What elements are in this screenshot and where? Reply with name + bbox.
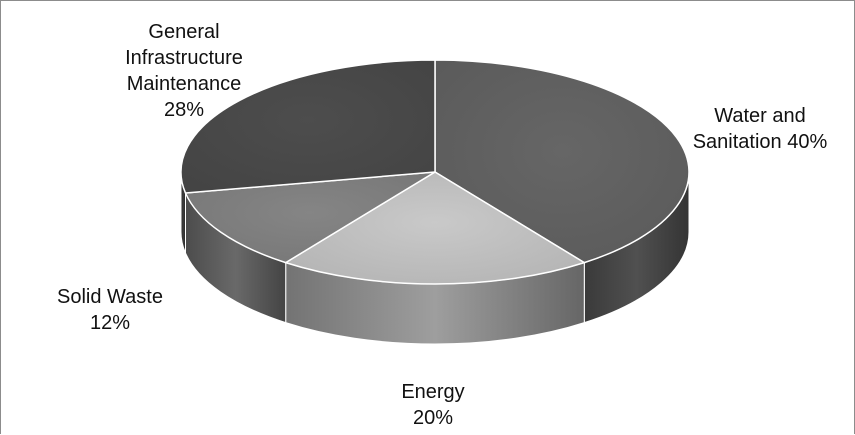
data-label-solid-waste: Solid Waste 12% [57,286,163,334]
data-label-line: Water and [714,105,806,127]
data-label-line: General [148,21,219,43]
data-label-line: Solid Waste [57,286,163,308]
data-label-energy: Energy 20% [401,381,464,429]
data-label-line: 20% [413,407,453,429]
data-label-water-and-sanitation: Water and Sanitation 40% [693,105,828,153]
pie-top-group [181,60,689,284]
data-label-line: Infrastructure [125,47,243,69]
data-label-line: Energy [401,381,464,403]
data-label-line: Sanitation 40% [693,131,828,153]
data-label-line: 12% [90,312,130,334]
data-label-line: 28% [164,99,204,121]
data-label-line: Maintenance [127,73,242,95]
data-label-general-infrastructure-maintenance: General Infrastructure Maintenance 28% [125,21,243,121]
